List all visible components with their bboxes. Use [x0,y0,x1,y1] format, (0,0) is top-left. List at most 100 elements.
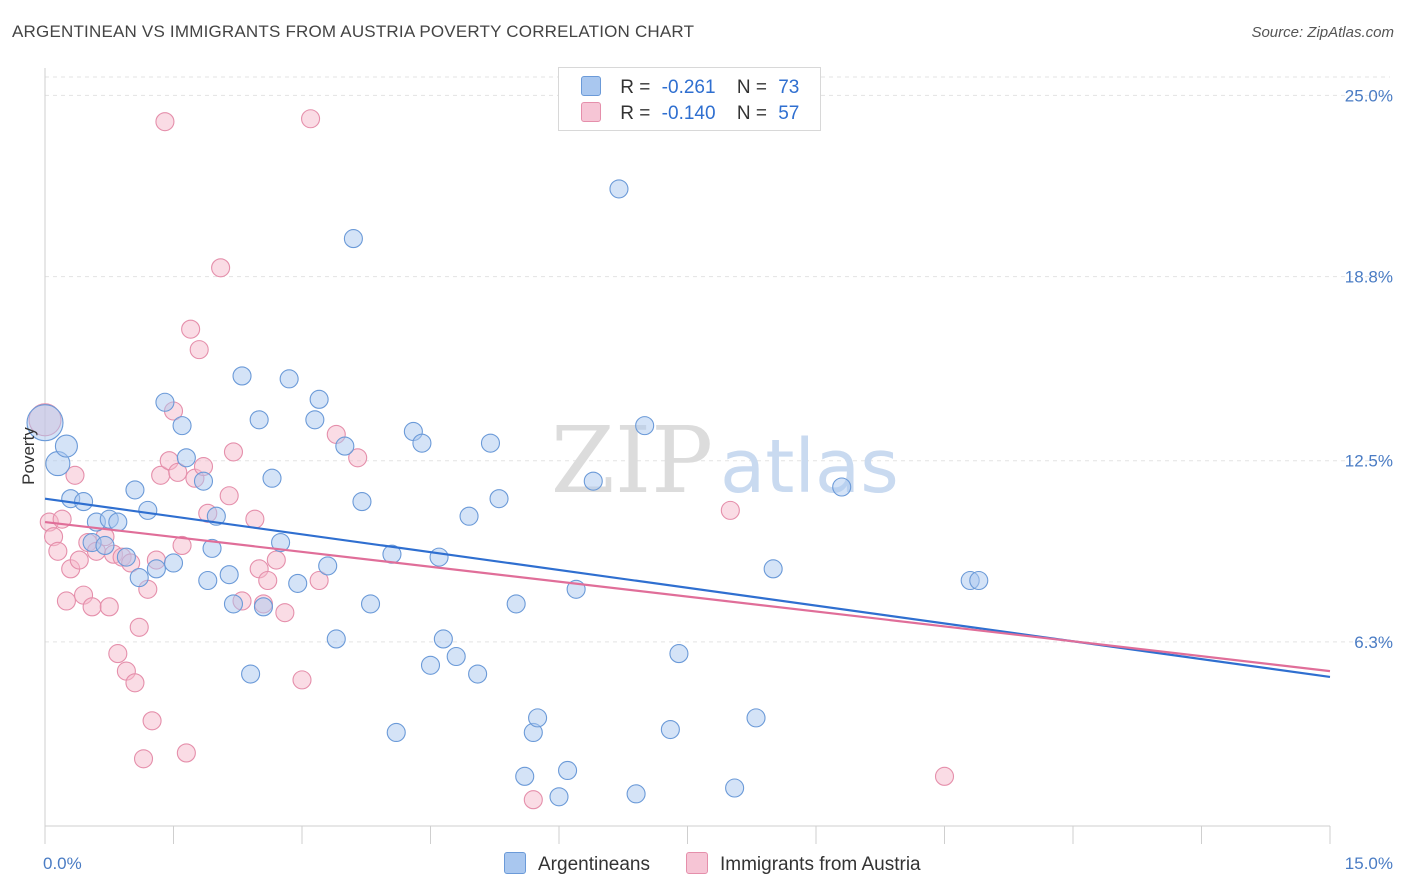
immigrants-point [172,535,192,555]
bottom-legend-label: Argentineans [538,854,650,875]
argentineans-point [262,468,282,488]
immigrants-point [292,670,312,690]
immigrants-point [155,112,175,132]
immigrants-point [266,550,286,570]
argentineans-point [335,436,355,456]
argentineans-point [309,389,329,409]
immigrants-point [65,465,85,485]
argentineans-point [271,532,291,553]
stats-legend: R = -0.261 N = 73 R = -0.140 N = 57 [558,67,821,131]
argentineans-point [746,708,766,728]
immigrants-point [133,749,154,769]
series-argentineans [26,179,989,807]
argentineans-point [489,489,509,509]
immigrants-point [348,448,368,468]
argentineans-point [480,433,501,453]
argentineans-point [635,416,655,436]
chart-title: ARGENTINEAN VS IMMIGRANTS FROM AUSTRIA P… [12,22,695,41]
argentineans-point [54,434,78,458]
argentineans-point [129,568,149,588]
argentineans-point [832,477,852,497]
argentineans-point [176,448,196,468]
immigrants-point [523,790,543,810]
argentineans-point [249,410,269,430]
argentineans-point [172,416,192,436]
legend-n-label: N = [736,103,767,124]
immigrants-point [125,673,145,693]
axes [44,68,1331,844]
argentineans-point [232,366,252,386]
argentineans-point [241,664,261,684]
argentineans-point [288,573,308,593]
tick-labels: 6.3% 12.5% 18.8% 25.0% 0.0% 15.0% [43,86,1393,873]
argentineans-point [506,594,526,614]
argentineans-point [549,787,569,807]
source-label: Source: ZipAtlas.com [1251,24,1394,41]
argentineans-point [198,570,218,591]
immigrants-point [301,109,321,129]
legend-n-value: 57 [778,103,800,124]
immigrants-point [720,500,740,520]
immigrants-point [245,509,265,529]
argentineans-point [146,559,166,579]
immigrants-point [56,591,76,611]
legend-r-label: R = [620,103,651,124]
argentineans-point [155,392,175,412]
legend-swatch-pink [581,102,601,122]
bottom-legend-swatch-pink [686,852,708,874]
argentineans-point [669,644,689,664]
immigrants-point [211,258,231,278]
argentineans-point [583,471,603,491]
immigrants-point [258,570,278,591]
argentineans-point [279,369,299,389]
immigrants-point [108,644,128,664]
argentineans-point [626,784,646,804]
bottom-legend-swatch-blue [504,852,526,874]
legend-n-value: 73 [778,77,800,98]
argentineans-point [163,553,184,573]
argentineans-point [138,500,158,520]
argentineans-point [202,538,222,558]
legend-row-immigrants: R = -0.140 N = 57 [581,102,799,128]
argentineans-point [558,760,578,781]
argentineans-point [318,556,338,576]
immigrants-point [168,462,188,482]
immigrants-point [181,319,201,339]
argentineans-point [352,492,372,512]
y-tick-label: 6.3% [1354,633,1393,652]
immigrants-point [48,541,68,561]
legend-n-label: N = [736,77,767,98]
argentineans-point [108,512,128,532]
immigrants-point [309,570,329,591]
argentineans-point [193,471,214,491]
y-tick-label: 12.5% [1345,452,1393,471]
y-tick-label: 25.0% [1345,86,1393,105]
immigrants-point [275,603,295,623]
argentineans-point [116,547,136,567]
immigrants-point [142,711,162,731]
y-axis-label: Poverty [19,427,38,485]
immigrants-trend-line [44,520,1331,673]
argentineans-point [515,766,535,786]
y-tick-label: 18.8% [1345,268,1393,287]
argentineans-point [459,506,479,526]
grid-lines [45,76,1390,643]
legend-r-label: R = [620,77,651,98]
argentineans-point [26,404,64,442]
trend-lines [44,497,1331,679]
watermark-zip: ZIP [551,407,713,514]
immigrants-point [189,340,209,360]
immigrants-point [223,442,244,462]
argentineans-point [305,410,325,430]
argentineans-point [412,433,432,453]
argentineans-point [468,664,488,684]
argentineans-point [125,480,145,500]
x-tick-label: 0.0% [43,854,82,873]
argentineans-point [763,559,783,579]
argentineans-point [386,722,406,743]
watermark-atlas: atlas [720,424,899,510]
argentineans-point [446,646,466,667]
immigrants-point [176,743,196,763]
argentineans-point [253,597,274,617]
